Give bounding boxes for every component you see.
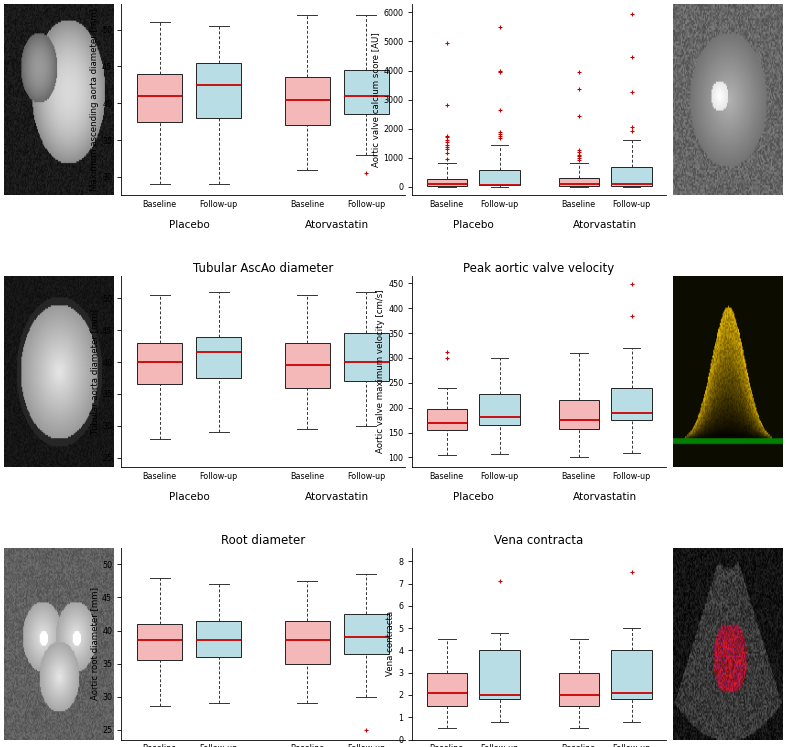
- Bar: [611, 167, 652, 185]
- Bar: [196, 621, 241, 657]
- Bar: [344, 70, 389, 114]
- Bar: [559, 400, 599, 429]
- Bar: [427, 409, 467, 430]
- Bar: [285, 78, 330, 125]
- Bar: [427, 179, 467, 186]
- Bar: [196, 336, 241, 378]
- Bar: [196, 63, 241, 118]
- Bar: [137, 74, 182, 122]
- Title: Vena contracta: Vena contracta: [494, 534, 584, 547]
- Bar: [344, 333, 389, 381]
- Bar: [559, 178, 599, 186]
- Y-axis label: Aortic valve maximum velocity [cm/s]: Aortic valve maximum velocity [cm/s]: [376, 290, 386, 453]
- Bar: [427, 673, 467, 706]
- Text: Atorvastatin: Atorvastatin: [573, 492, 637, 502]
- Bar: [479, 651, 519, 699]
- Text: Atorvastatin: Atorvastatin: [305, 220, 369, 230]
- Bar: [285, 621, 330, 663]
- Bar: [611, 388, 652, 420]
- Text: Placebo: Placebo: [453, 492, 493, 502]
- Bar: [137, 624, 182, 660]
- Y-axis label: Aortic root diameter [mm]: Aortic root diameter [mm]: [91, 587, 99, 700]
- Text: Placebo: Placebo: [453, 220, 493, 230]
- Bar: [285, 343, 330, 388]
- Bar: [479, 170, 519, 185]
- Text: Placebo: Placebo: [168, 220, 209, 230]
- Bar: [559, 673, 599, 706]
- Bar: [137, 343, 182, 385]
- Text: Placebo: Placebo: [168, 492, 209, 502]
- Title: Peak aortic valve velocity: Peak aortic valve velocity: [464, 261, 615, 275]
- Bar: [479, 394, 519, 425]
- Y-axis label: Maximum ascending aorta diameter [mm]: Maximum ascending aorta diameter [mm]: [91, 8, 99, 191]
- Y-axis label: Aortic valve calcium score [AU]: Aortic valve calcium score [AU]: [371, 32, 380, 167]
- Text: Atorvastatin: Atorvastatin: [305, 492, 369, 502]
- Y-axis label: Vena contracta: Vena contracta: [386, 611, 396, 676]
- Title: Tubular AscAo diameter: Tubular AscAo diameter: [193, 261, 333, 275]
- Title: Aortic valve calcium score: Aortic valve calcium score: [462, 0, 616, 2]
- Text: Atorvastatin: Atorvastatin: [573, 220, 637, 230]
- Bar: [611, 651, 652, 699]
- Y-axis label: Tubular aorta diameter [mm]: Tubular aorta diameter [mm]: [91, 309, 99, 434]
- Title: Max AscAo diameter: Max AscAo diameter: [202, 0, 323, 2]
- Bar: [344, 614, 389, 654]
- Title: Root diameter: Root diameter: [221, 534, 305, 547]
